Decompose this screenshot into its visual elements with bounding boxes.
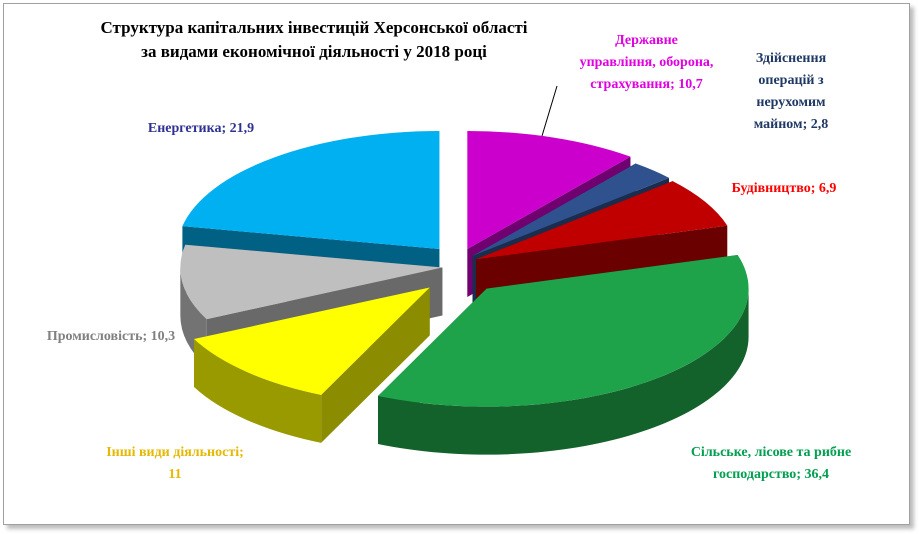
slice-top [194,287,430,395]
category-name: Енергетика [147,121,222,136]
slice-top [378,254,749,407]
slice-side [194,339,322,443]
label-separator: ; [810,181,819,196]
slice-top [180,244,443,320]
value-label: 2,8 [810,117,829,132]
slice-side [378,288,749,455]
slice-top [476,181,728,260]
label-separator: ; [802,117,811,132]
value-label: 10,7 [678,77,703,92]
leader-line [541,85,558,137]
value-label: 11 [168,467,182,482]
slice-top [467,131,631,250]
slice-top [182,131,440,250]
value-label: 36,4 [804,467,829,482]
slice-top [472,163,670,256]
title-line: за видами економічної діяльності у 2018 … [141,42,487,61]
data-label: Сільське, лісове та рибне господарство; … [676,442,866,486]
chart-title: Структура капітальних інвестицій Херсонс… [9,16,619,64]
label-separator: ; [239,445,248,460]
category-name: Державне управління, оборона, страхуванн… [579,33,714,92]
slice [194,287,430,443]
data-label: Інші види діяльності; 11 [100,442,250,486]
slice [378,254,749,455]
label-separator: ; [142,329,151,344]
value-label: 21,9 [229,121,255,136]
data-label: Здійснення операцій з нерухомим майном; … [730,48,852,136]
data-label: Будівництво; 6,9 [694,178,874,200]
category-name: Промисловість [46,329,143,344]
chart: Структура капітальних інвестицій Херсонс… [3,3,910,525]
title-line: Структура капітальних інвестицій Херсонс… [100,18,528,37]
label-separator: ; [670,77,679,92]
data-label: Енергетика; 21,9 [96,118,306,140]
plot [180,85,749,455]
category-name: Сільське, лісове та рибне господарство [690,445,852,482]
label-separator: ; [221,121,230,136]
category-name: Здійснення операцій з нерухомим майном [753,51,827,132]
label-separator: ; [796,467,805,482]
category-name: Інші види діяльності [106,445,240,460]
data-label: Промисловість; 10,3 [26,326,196,348]
value-label: 10,3 [150,329,176,344]
category-name: Будівництво [731,181,811,196]
value-label: 6,9 [818,181,837,196]
data-label: Державне управління, оборона, страхуванн… [579,30,714,96]
